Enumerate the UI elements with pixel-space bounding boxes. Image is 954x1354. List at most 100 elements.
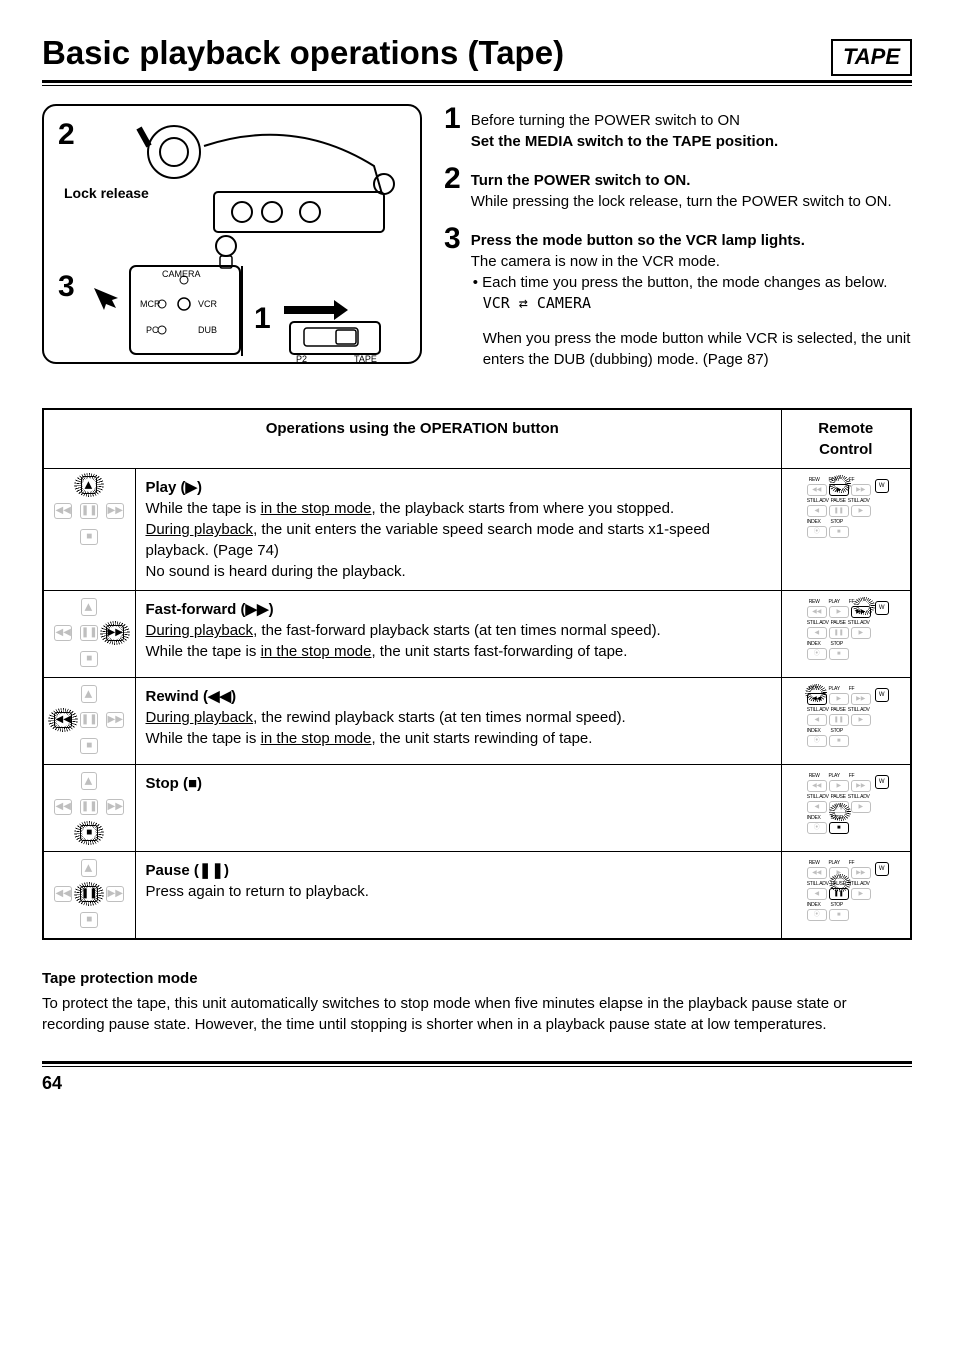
title-rule-thick bbox=[42, 80, 912, 83]
step-3: 3 Press the mode button so the VCR lamp … bbox=[444, 224, 912, 370]
row-remote-cell: REWPLAYFF◀◀▶▶▶STILL ADVPAUSESTILL ADV◀❚❚… bbox=[781, 765, 911, 852]
row-remote-cell: REWPLAYFF◀◀▶▶▶STILL ADVPAUSESTILL ADV◀❚❚… bbox=[781, 678, 911, 765]
row-line: While the tape is in the stop mode, the … bbox=[146, 498, 771, 519]
remote-play-icon: ▶ bbox=[829, 780, 849, 792]
remote-rew-icon: ◀◀ bbox=[807, 867, 827, 879]
step-2: 2 Turn the POWER switch to ON. While pre… bbox=[444, 164, 912, 212]
remote-w-icon: W bbox=[875, 775, 889, 789]
remote-play-icon: ▶ bbox=[829, 606, 849, 618]
row-line: While the tape is in the stop mode, the … bbox=[146, 728, 771, 749]
footnote-body: To protect the tape, this unit automatic… bbox=[42, 993, 912, 1035]
row-body-cell: Play (▶)While the tape is in the stop mo… bbox=[135, 469, 781, 591]
remote-glow-icon bbox=[829, 874, 851, 892]
operations-table: Operations using the OPERATION button Re… bbox=[42, 408, 912, 940]
row-joystick-cell: ▶◀◀❚❚▶▶■ bbox=[43, 765, 135, 852]
remote-play-icon: ▶ bbox=[829, 693, 849, 705]
remote-stilladv_l-icon: ◀ bbox=[807, 627, 827, 639]
row-line: During playback, the unit enters the var… bbox=[146, 519, 771, 561]
remote-stilladv_l-icon: ◀ bbox=[807, 801, 827, 813]
page-title-row: Basic playback operations (Tape) TAPE bbox=[42, 30, 912, 76]
remote-pause-icon: ❚❚ bbox=[829, 505, 849, 517]
remote-bot-labels: INDEXSTOP bbox=[807, 641, 885, 648]
remote-ff-icon: ▶▶ bbox=[851, 867, 871, 879]
joy-center-icon: ❚❚ bbox=[80, 799, 98, 815]
row-name: Play (▶) bbox=[146, 477, 771, 498]
page-number: 64 bbox=[42, 1071, 912, 1096]
row-line: During playback, the fast-forward playba… bbox=[146, 620, 771, 641]
row-remote-cell: REWPLAYFF◀◀▶▶▶STILL ADVPAUSESTILL ADV◀❚❚… bbox=[781, 852, 911, 940]
joystick-icon: ▶◀◀❚❚▶▶■ bbox=[54, 599, 124, 669]
row-remote-cell: REWPLAYFF◀◀▶▶▶STILL ADVPAUSESTILL ADV◀❚❚… bbox=[781, 469, 911, 591]
remote-top-labels: REWPLAYFF bbox=[809, 773, 885, 780]
step-2-number: 2 bbox=[444, 164, 461, 194]
step-3-cycle: VCR ⇄ CAMERA bbox=[471, 293, 912, 314]
step-3-bullet-text: Each time you press the button, the mode… bbox=[482, 274, 887, 291]
remote-stilladv_r-icon: ▶ bbox=[851, 714, 871, 726]
table-header-remote: Remote Control bbox=[781, 409, 911, 469]
mode-camera-label: CAMERA bbox=[162, 268, 201, 281]
remote-stop-icon: ■ bbox=[829, 526, 849, 538]
joy-up-icon: ▶ bbox=[81, 685, 97, 703]
remote-stop-icon: ■ bbox=[829, 735, 849, 747]
remote-icon: REWPLAYFF◀◀▶▶▶STILL ADVPAUSESTILL ADV◀❚❚… bbox=[807, 860, 885, 924]
step-3-line-1: The camera is now in the VCR mode. bbox=[471, 251, 912, 272]
glow-icon bbox=[100, 621, 130, 645]
remote-ff-icon: ▶▶ bbox=[851, 693, 871, 705]
remote-bot-labels: INDEXSTOP bbox=[807, 902, 885, 909]
row-line: No sound is heard during the playback. bbox=[146, 561, 771, 582]
remote-stilladv_l-icon: ◀ bbox=[807, 505, 827, 517]
remote-w-icon: W bbox=[875, 688, 889, 702]
switch-p2-label: P2 bbox=[296, 353, 307, 366]
joystick-icon: ▶◀◀❚❚▶▶■ bbox=[54, 773, 124, 843]
remote-glow-icon bbox=[829, 803, 851, 821]
remote-w-icon: W bbox=[875, 601, 889, 615]
remote-stilladv_r-icon: ▶ bbox=[851, 888, 871, 900]
joy-right-icon: ▶▶ bbox=[106, 799, 124, 815]
remote-stilladv_r-icon: ▶ bbox=[851, 627, 871, 639]
mode-mcr-label: MCR bbox=[140, 298, 161, 311]
glow-icon bbox=[48, 708, 78, 732]
step-2-line-0: Turn the POWER switch to ON. bbox=[471, 170, 892, 191]
step-3-bullet: • Each time you press the button, the mo… bbox=[471, 272, 912, 293]
remote-glow-icon bbox=[829, 475, 851, 493]
step-1-line-1: Set the MEDIA switch to the TAPE positio… bbox=[471, 131, 779, 152]
table-header-main: Operations using the OPERATION button bbox=[43, 409, 781, 469]
remote-top-labels: REWPLAYFF bbox=[809, 860, 885, 867]
remote-rew-icon: ◀◀ bbox=[807, 606, 827, 618]
row-joystick-cell: ▶◀◀❚❚▶▶■ bbox=[43, 852, 135, 940]
remote-index-icon: ⦿ bbox=[807, 735, 827, 747]
step-2-line-1: While pressing the lock release, turn th… bbox=[471, 191, 892, 212]
glow-icon bbox=[74, 821, 104, 845]
row-joystick-cell: ▶◀◀❚❚▶▶■ bbox=[43, 469, 135, 591]
mode-pc-label: PC bbox=[146, 324, 159, 337]
row-line: Press again to return to playback. bbox=[146, 881, 771, 902]
table-row: ▶◀◀❚❚▶▶■ Fast-forward (▶▶)During playback… bbox=[43, 591, 911, 678]
joystick-icon: ▶◀◀❚❚▶▶■ bbox=[54, 860, 124, 930]
row-joystick-cell: ▶◀◀❚❚▶▶■ bbox=[43, 678, 135, 765]
remote-bot-labels: INDEXSTOP bbox=[807, 519, 885, 526]
joy-down-icon: ■ bbox=[80, 738, 98, 754]
remote-w-icon: W bbox=[875, 479, 889, 493]
step-3-line-0: Press the mode button so the VCR lamp li… bbox=[471, 230, 912, 251]
remote-stop-icon: ■ bbox=[829, 909, 849, 921]
remote-ff-icon: ▶▶ bbox=[851, 780, 871, 792]
row-name: Rewind (◀◀) bbox=[146, 686, 771, 707]
joy-center-icon: ❚❚ bbox=[80, 503, 98, 519]
table-row: ▶◀◀❚❚▶▶■Pause (❚❚)Press again to return … bbox=[43, 852, 911, 940]
joy-center-icon: ❚❚ bbox=[80, 712, 98, 728]
row-remote-cell: REWPLAYFF◀◀▶▶▶STILL ADVPAUSESTILL ADV◀❚❚… bbox=[781, 591, 911, 678]
remote-icon: REWPLAYFF◀◀▶▶▶STILL ADVPAUSESTILL ADV◀❚❚… bbox=[807, 477, 885, 541]
remote-stilladv_r-icon: ▶ bbox=[851, 801, 871, 813]
steps-list: 1 Before turning the POWER switch to ON … bbox=[444, 104, 912, 382]
remote-stilladv_l-icon: ◀ bbox=[807, 888, 827, 900]
table-row: ▶◀◀❚❚▶▶■Play (▶)While the tape is in the… bbox=[43, 469, 911, 591]
glow-icon bbox=[74, 882, 104, 906]
row-name: Fast-forward (▶▶) bbox=[146, 599, 771, 620]
remote-rew-icon: ◀◀ bbox=[807, 780, 827, 792]
row-name: Stop (■) bbox=[146, 773, 771, 794]
joy-up-icon: ▶ bbox=[81, 772, 97, 790]
step-3-tail: When you press the mode button while VCR… bbox=[471, 328, 912, 370]
row-joystick-cell: ▶◀◀❚❚▶▶■ bbox=[43, 591, 135, 678]
remote-glow-icon bbox=[805, 684, 827, 702]
remote-index-icon: ⦿ bbox=[807, 648, 827, 660]
